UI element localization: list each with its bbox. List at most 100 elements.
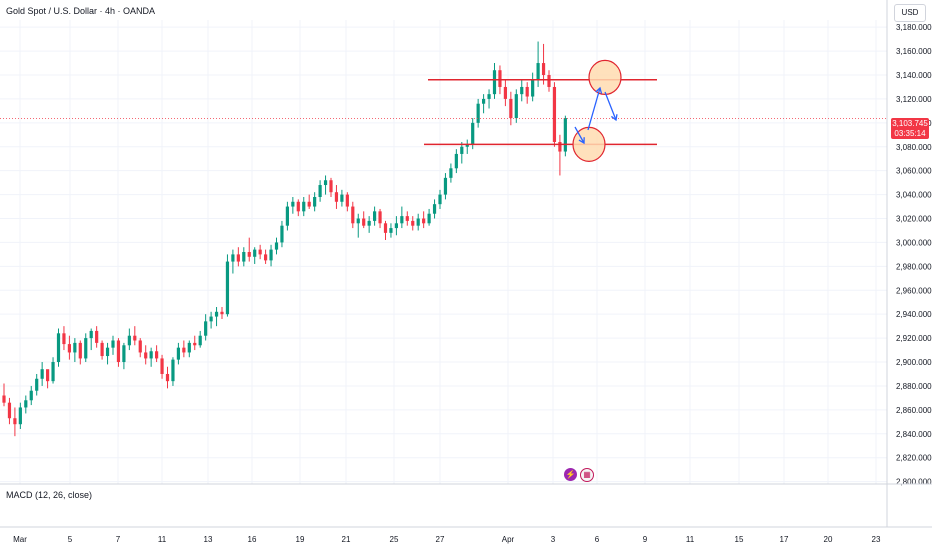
price-tick-label: 3,020.000 [896, 215, 932, 224]
candle-body [492, 70, 497, 95]
candle-body [394, 223, 398, 229]
candle-body [264, 254, 268, 261]
candle-body [291, 201, 295, 207]
candle-body [465, 144, 469, 147]
date-tick-label: 7 [116, 535, 121, 544]
candle-body [225, 261, 230, 315]
candle-body [29, 390, 33, 401]
candle-body [525, 86, 529, 97]
candle-body [51, 362, 55, 382]
candle-body [105, 347, 110, 357]
candle-body [204, 321, 208, 336]
candle-body [498, 70, 502, 87]
candle-body [73, 342, 77, 353]
candle-body [345, 194, 349, 207]
candle-body [78, 342, 82, 359]
candle-body [274, 242, 279, 250]
candle-body [378, 211, 382, 224]
price-tick-label: 3,140.000 [896, 71, 932, 80]
candle-body [155, 351, 159, 359]
candle-body [2, 395, 6, 403]
arrow-head [595, 86, 603, 94]
price-tick-label: 3,160.000 [896, 47, 932, 56]
candle-body [7, 402, 12, 419]
date-tick-label: 6 [595, 535, 600, 544]
candle-body [116, 340, 121, 363]
candle-body [536, 63, 540, 80]
candle-body [165, 373, 170, 382]
candle-body [40, 369, 44, 379]
current-price-label: 3,103.745 03:35:14 [891, 118, 929, 139]
candle-body [427, 213, 431, 224]
candle-body [514, 94, 518, 119]
candle-body [84, 338, 88, 359]
candle-body [351, 206, 355, 224]
date-tick-label: 9 [643, 535, 648, 544]
lightning-icon[interactable]: ⚡ [564, 468, 577, 481]
candle-body [383, 223, 388, 233]
candle-body [220, 311, 224, 315]
candle-body [133, 335, 137, 341]
candle-body [176, 347, 180, 360]
arrow-head [578, 137, 585, 145]
date-tick-label: 21 [342, 535, 351, 544]
price-tick-label: 2,920.000 [896, 334, 932, 343]
candle-body [323, 180, 328, 186]
price-tick-label: 2,900.000 [896, 358, 932, 367]
projection-arrow [587, 87, 601, 131]
candle-body [296, 201, 300, 212]
candle-body [400, 216, 404, 224]
candle-body [67, 344, 71, 353]
candle-body [509, 98, 513, 119]
candle-body [416, 218, 420, 226]
candle-body [236, 254, 240, 262]
date-tick-label: Apr [502, 535, 515, 544]
candle-body [329, 180, 333, 193]
candle-body [122, 345, 126, 363]
projection-arrow [604, 91, 617, 121]
candle-body [367, 220, 371, 226]
candle-body [285, 206, 289, 226]
price-tick-label: 2,940.000 [896, 310, 932, 319]
bar-countdown: 03:35:14 [894, 129, 926, 138]
price-tick-label: 3,040.000 [896, 191, 932, 200]
candle-body [187, 342, 191, 353]
candle-body [443, 177, 448, 195]
price-tick-label: 2,800.000 [896, 478, 932, 487]
projection-arrow [574, 126, 585, 144]
candle-body [422, 218, 426, 224]
candle-body [56, 333, 61, 363]
candle-body [405, 216, 409, 221]
date-tick-label: 11 [686, 535, 695, 544]
candle-body [552, 86, 557, 142]
date-tick-label: 20 [824, 535, 833, 544]
candle-body [62, 333, 66, 345]
candle-body [340, 194, 344, 202]
us-flag-icon[interactable]: ▦ [580, 468, 594, 482]
date-tick-label: 17 [780, 535, 789, 544]
candle-body [313, 196, 317, 207]
candle-body [214, 311, 219, 317]
date-tick-label: 16 [248, 535, 257, 544]
candle-body [160, 358, 164, 374]
date-tick-label: 11 [158, 535, 167, 544]
arrow-head [610, 114, 618, 122]
candle-body [247, 252, 251, 257]
price-tick-label: 3,080.000 [896, 143, 932, 152]
candle-body [13, 418, 17, 425]
currency-button[interactable]: USD [894, 4, 926, 22]
candle-body [209, 316, 213, 322]
candle-body [334, 192, 339, 202]
macd-indicator-label[interactable]: MACD (12, 26, close) [6, 490, 93, 500]
candle-body [35, 378, 39, 391]
price-tick-label: 2,820.000 [896, 454, 932, 463]
candle-body [541, 63, 546, 76]
date-tick-label: 13 [204, 535, 213, 544]
candle-body [318, 185, 322, 197]
candle-body [520, 86, 524, 95]
price-tick-label: 3,180.000 [896, 23, 932, 32]
candle-body [482, 98, 486, 104]
price-tick-label: 3,000.000 [896, 238, 932, 247]
candle-body [432, 204, 437, 214]
